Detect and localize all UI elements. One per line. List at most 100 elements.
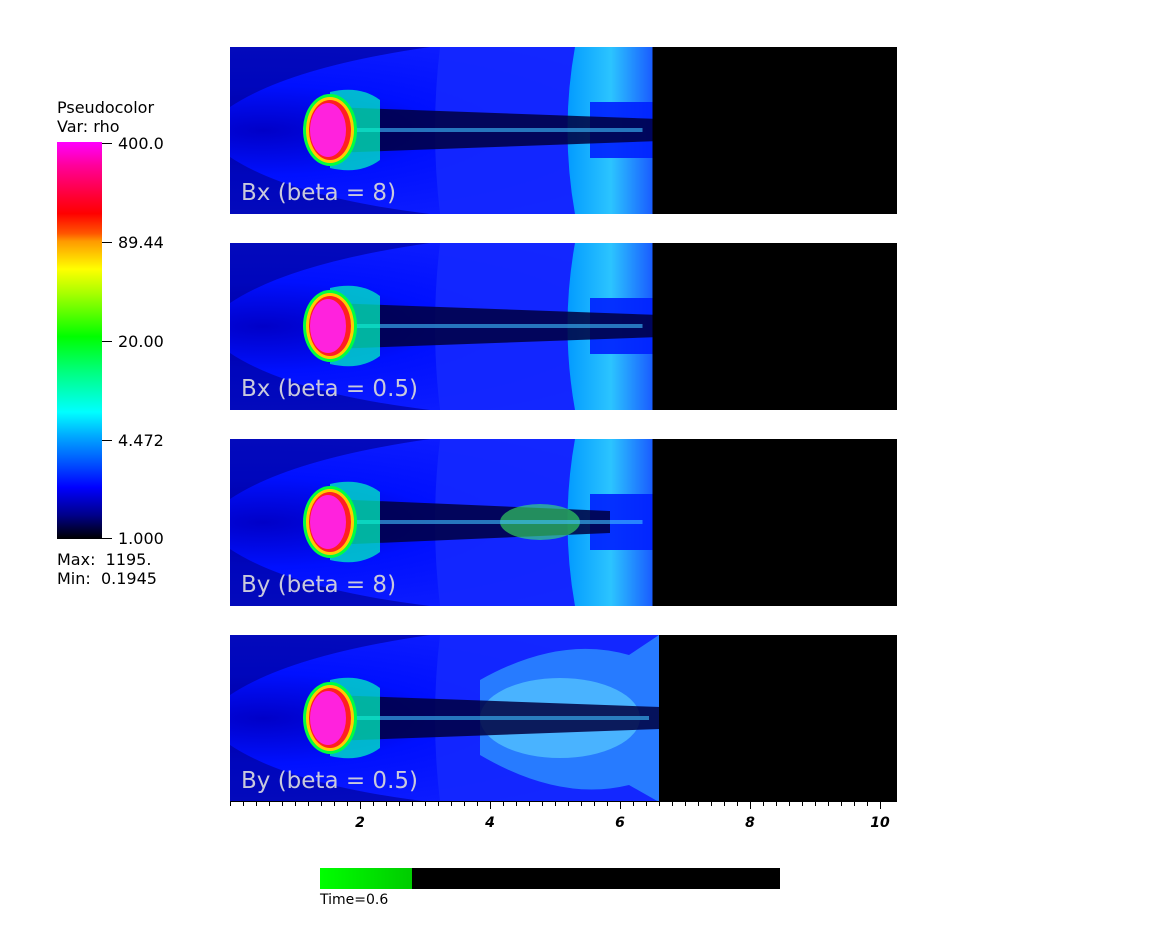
panel-label: By (beta = 0.5): [241, 768, 418, 794]
colorbar-tick-label: 400.0: [118, 134, 164, 153]
legend-min: Min: 0.1945: [57, 569, 157, 588]
x-axis-minor-tick: [737, 801, 738, 806]
legend-title: Pseudocolor: [57, 98, 155, 117]
legend-max: Max: 1195.: [57, 550, 152, 569]
clump-core: [310, 299, 346, 353]
x-axis-minor-tick: [828, 801, 829, 806]
x-axis-minor-tick: [269, 801, 270, 806]
colorbar-tick: [102, 440, 112, 441]
density-field: [230, 439, 897, 606]
simulation-panel: By (beta = 8): [230, 439, 897, 606]
x-axis-minor-tick: [633, 801, 634, 806]
x-axis-minor-tick: [243, 801, 244, 806]
x-axis-minor-tick: [334, 801, 335, 806]
x-axis-minor-tick: [529, 801, 530, 806]
simulation-panel: Bx (beta = 8): [230, 47, 897, 214]
x-axis-minor-tick: [568, 801, 569, 806]
x-axis-minor-tick: [815, 801, 816, 806]
time-label: Time=0.6: [320, 892, 389, 908]
clump-core: [310, 103, 346, 157]
density-field: [230, 47, 897, 214]
x-axis-minor-tick: [594, 801, 595, 806]
dark-region: [230, 635, 430, 695]
dark-region: [230, 353, 430, 410]
x-axis-minor-tick: [503, 801, 504, 806]
density-field: [230, 635, 897, 802]
panel-label: Bx (beta = 8): [241, 180, 397, 206]
x-axis-minor-tick: [698, 801, 699, 806]
x-axis-minor-tick: [308, 801, 309, 806]
x-axis-minor-tick: [867, 801, 868, 806]
x-axis: [230, 801, 897, 802]
unshocked-region: [652, 439, 897, 606]
time-progress-bar: [320, 868, 780, 889]
x-axis-minor-tick: [841, 801, 842, 806]
x-axis-major-tick: [490, 801, 491, 809]
axis-jet: [340, 716, 649, 720]
axis-jet: [340, 324, 643, 328]
panel-label: Bx (beta = 0.5): [241, 376, 418, 402]
x-axis-minor-tick: [451, 801, 452, 806]
x-axis-minor-tick: [802, 801, 803, 806]
colorbar-tick: [102, 538, 112, 539]
x-axis-minor-tick: [763, 801, 764, 806]
x-axis-minor-tick: [412, 801, 413, 806]
x-axis-minor-tick: [477, 801, 478, 806]
colorbar-tick: [102, 341, 112, 342]
x-axis-minor-tick: [516, 801, 517, 806]
x-axis-minor-tick: [607, 801, 608, 806]
x-axis-minor-tick: [425, 801, 426, 806]
x-axis-minor-tick: [373, 801, 374, 806]
density-field: [230, 243, 897, 410]
x-axis-minor-tick: [399, 801, 400, 806]
x-axis-major-tick: [620, 801, 621, 809]
x-axis-minor-tick: [282, 801, 283, 806]
axis-jet: [340, 128, 643, 132]
clump-core: [310, 495, 346, 549]
x-axis-major-tick: [880, 801, 881, 809]
x-axis-major-tick: [750, 801, 751, 809]
axis-jet: [340, 520, 643, 524]
x-axis-minor-tick: [464, 801, 465, 806]
x-axis-minor-tick: [724, 801, 725, 806]
colorbar-tick-label: 4.472: [118, 431, 164, 450]
x-axis-minor-tick: [685, 801, 686, 806]
x-axis-minor-tick: [321, 801, 322, 806]
unshocked-region: [659, 635, 897, 802]
x-axis-minor-tick: [347, 801, 348, 806]
x-axis-minor-tick: [711, 801, 712, 806]
x-axis-label: 8: [745, 815, 755, 831]
dark-region: [230, 549, 430, 606]
unshocked-region: [652, 47, 897, 214]
colorbar-tick: [102, 143, 112, 144]
colorbar: [57, 142, 102, 539]
x-axis-label: 2: [355, 815, 365, 831]
x-axis-minor-tick: [776, 801, 777, 806]
dark-region: [230, 439, 430, 499]
x-axis-minor-tick: [659, 801, 660, 806]
panel-label: By (beta = 8): [241, 572, 397, 598]
x-axis-minor-tick: [295, 801, 296, 806]
dark-region: [230, 243, 430, 303]
simulation-panel: Bx (beta = 0.5): [230, 243, 897, 410]
x-axis-minor-tick: [672, 801, 673, 806]
colorbar-tick-label: 89.44: [118, 233, 164, 252]
time-progress-fill: [320, 868, 412, 889]
unshocked-region: [652, 243, 897, 410]
colorbar-tick-label: 20.00: [118, 332, 164, 351]
colorbar-tick-label: 1.000: [118, 529, 164, 548]
dark-region: [230, 157, 430, 214]
x-axis-label: 10: [870, 815, 890, 831]
x-axis-minor-tick: [581, 801, 582, 806]
x-axis-minor-tick: [854, 801, 855, 806]
x-axis-label: 4: [485, 815, 495, 831]
x-axis-minor-tick: [542, 801, 543, 806]
x-axis-minor-tick: [789, 801, 790, 806]
colorbar-tick: [102, 242, 112, 243]
legend-variable: Var: rho: [57, 117, 120, 136]
simulation-panel: By (beta = 0.5): [230, 635, 897, 802]
x-axis-minor-tick: [230, 801, 231, 806]
x-axis-label: 6: [615, 815, 625, 831]
x-axis-minor-tick: [256, 801, 257, 806]
x-axis-minor-tick: [555, 801, 556, 806]
